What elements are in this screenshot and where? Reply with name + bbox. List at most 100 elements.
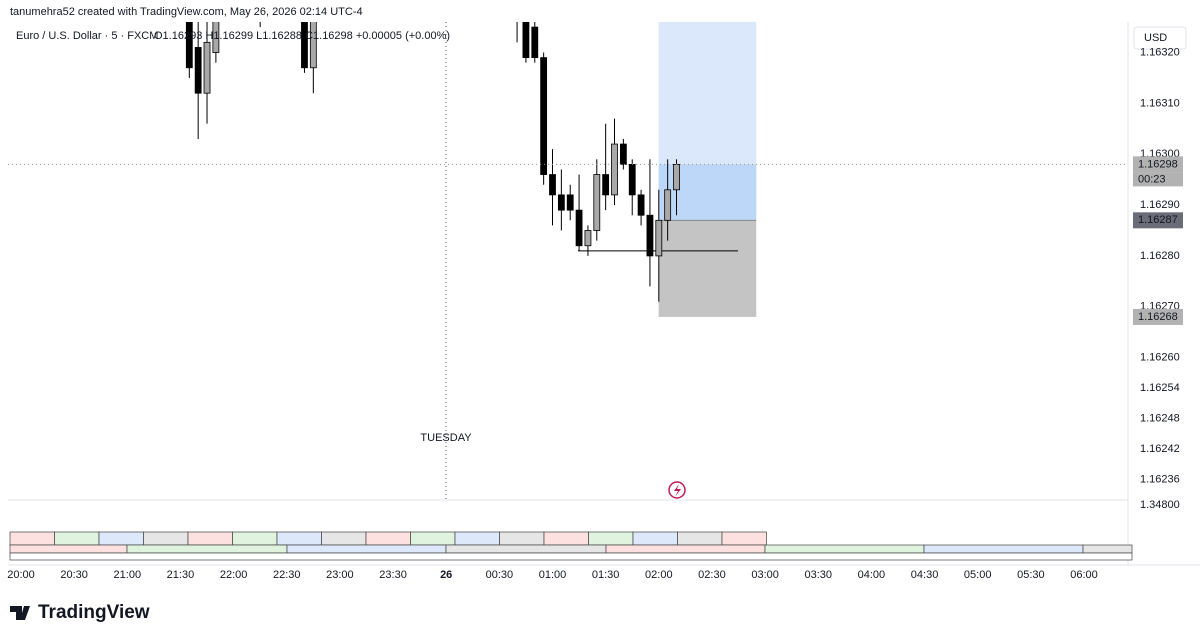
x-tick-label: 06:00 [1070,569,1098,581]
session-cell [9,552,1133,561]
countdown-box [1133,172,1183,187]
candle-body [566,194,574,211]
entry-label-box [1133,212,1183,229]
stop-label-box [1133,308,1183,325]
candle-body [301,22,308,69]
y-tick-label: 1.16310 [1140,97,1180,109]
candle-body [593,174,601,231]
session-cell [1082,544,1133,554]
candle-body [557,194,565,211]
y-tick-label: 1.16320 [1140,46,1180,58]
session-cell [605,544,766,554]
session-cell [276,531,322,546]
candle-body [619,143,627,165]
x-tick-label: 21:30 [167,569,195,581]
logo-mark [10,606,30,620]
session-cell [632,531,678,546]
candle-body [628,163,636,196]
candle-body [194,47,202,94]
candle-body [549,174,556,196]
x-tick-label: 03:30 [804,569,832,581]
candle-body [602,174,610,196]
y-tick-label: 1.16254 [1140,382,1180,394]
session-cell [410,531,456,546]
stop-zone [658,220,757,317]
candle-body [673,163,680,191]
candle-body [611,143,618,196]
session-cell [445,544,607,554]
candle-body [185,22,193,69]
currency[interactable]: USD [1144,32,1167,44]
candle-body [203,41,211,94]
candle-body [584,230,592,247]
ohlc: O1.16293 H1.16299 L1.16288 C1.16298 +0.0… [154,30,450,42]
y-tick-label: 1.16242 [1140,443,1180,455]
currency-box[interactable] [1133,26,1187,50]
stop-label: 1.16268 [1138,311,1178,323]
session-cell [721,531,767,546]
session-cell [543,531,589,546]
session-cell [54,531,100,546]
candle-body [664,189,672,221]
session-cell [588,531,634,546]
candle-body [309,22,317,69]
candle-body [522,22,530,58]
countdown: 00:23 [1138,173,1166,185]
x-tick-label: 00:30 [486,569,514,581]
last-price-label-box [1133,156,1183,173]
session-cell [9,531,55,546]
session-cell [232,531,278,546]
y-tick-label: 1.16248 [1140,413,1180,425]
session-cell [365,531,411,546]
x-tick-label: 01:30 [592,569,620,581]
x-tick-label: 05:30 [1017,569,1045,581]
x-tick-label: 04:30 [911,569,939,581]
last-price-label: 1.16298 [1138,158,1178,170]
y-tick-label: 1.16236 [1140,474,1180,486]
plot-area [185,12,757,317]
x-tick-label: 23:30 [379,569,407,581]
x-tick-label: 26 [440,569,452,581]
symbol: Euro / U.S. Dollar · 5 · FXCM [16,30,158,42]
session-cell [98,531,144,546]
session-cell [286,544,447,554]
event-icon[interactable] [668,481,686,499]
session-cell [499,531,545,546]
x-tick-label: 22:00 [220,569,248,581]
y-tick-label: 1.16280 [1140,250,1180,262]
session-cell [454,531,500,546]
session-cell [126,544,288,554]
candle-body [514,12,520,17]
session-cell [923,544,1084,554]
x-tick-label: 02:00 [645,569,673,581]
y-tick-label: 1.16260 [1140,352,1180,364]
x-tick-label: 03:00 [751,569,779,581]
session-cell [677,531,723,546]
credit: tanumehra52 created with TradingView.com… [10,6,363,18]
x-tick-label: 02:30 [698,569,726,581]
y-tick-label: 1.16290 [1140,199,1180,211]
lower-pane-tick: 1.34800 [1140,499,1180,511]
candle-body [531,26,539,58]
entry-label: 1.16287 [1138,214,1178,226]
x-tick-label: 23:00 [326,569,354,581]
x-tick-label: 20:00 [7,569,35,581]
session-cell [764,544,925,554]
x-tick-label: 05:00 [964,569,992,581]
day-label: TUESDAY [420,432,472,444]
candle-body [646,214,654,257]
logo: TradingView [10,602,150,623]
x-tick-label: 21:00 [114,569,142,581]
candle-body [540,57,548,175]
x-tick-label: 01:00 [539,569,567,581]
candle-body [575,209,583,247]
x-tick-label: 04:00 [858,569,886,581]
session-cell [143,531,189,546]
logo-text: TradingView [38,602,150,623]
session-cell [321,531,367,546]
candle-body [212,22,220,53]
session-cell [187,531,233,546]
candle-body [655,219,663,257]
x-tick-label: 22:30 [273,569,301,581]
